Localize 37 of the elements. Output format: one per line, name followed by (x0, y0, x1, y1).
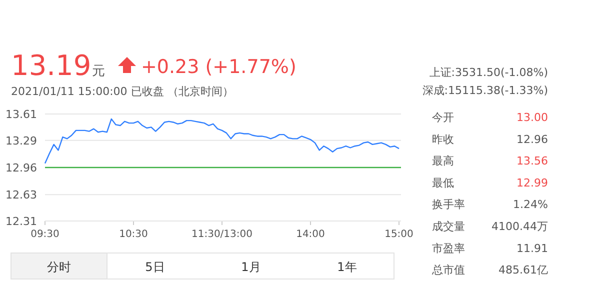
text: 485.61亿 (498, 264, 548, 277)
text: 11.91 (516, 242, 548, 255)
chart-subtitle: 2021/01/11 15:00:00 已收盘 （北京时间） (11, 85, 234, 98)
line-series (44, 118, 400, 164)
text: 上证:3531.50(-1.08%) (429, 66, 548, 79)
text: 1年 (337, 260, 357, 274)
text: +0.23 (+1.77%) (141, 56, 296, 78)
y-tick-label: 13.29 (6, 134, 37, 148)
text: 12.96 (516, 132, 548, 146)
y-tick-label: 13.61 (6, 108, 37, 121)
x-tick-label: 14:00 (296, 229, 325, 240)
x-tick-label: 15:00 (384, 229, 414, 240)
x-tick-label: 09:30 (30, 229, 60, 240)
text: 1月 (241, 260, 261, 274)
text: 分时 (47, 260, 71, 274)
text: 总市值 (431, 264, 465, 277)
text: 最高 (432, 154, 454, 168)
y-tick-label: 12.63 (6, 188, 37, 202)
text: 12.99 (516, 176, 548, 190)
text: 深成:15115.38(-1.33%) (422, 84, 548, 97)
text: 成交量 (432, 220, 465, 233)
y-tick-label: 12.31 (6, 215, 37, 228)
text: 元 (92, 64, 105, 79)
text: 最低 (432, 176, 454, 190)
chart-title: 13.19 (11, 49, 92, 82)
text: 5日 (145, 260, 165, 274)
text: 市盈率 (432, 242, 465, 255)
y-tick-label: 12.96 (6, 162, 37, 174)
text: 换手率 (432, 198, 465, 212)
text: 1.24% (513, 198, 548, 212)
x-tick-label: 11:30/13:00 (191, 229, 253, 240)
text: 13.56 (516, 154, 548, 168)
text: 4100.44万 (492, 220, 548, 233)
text: 13.00 (516, 111, 548, 124)
text: 昨收 (432, 132, 454, 146)
x-tick-label: 10:30 (119, 229, 148, 240)
text: 今开 (432, 111, 454, 124)
